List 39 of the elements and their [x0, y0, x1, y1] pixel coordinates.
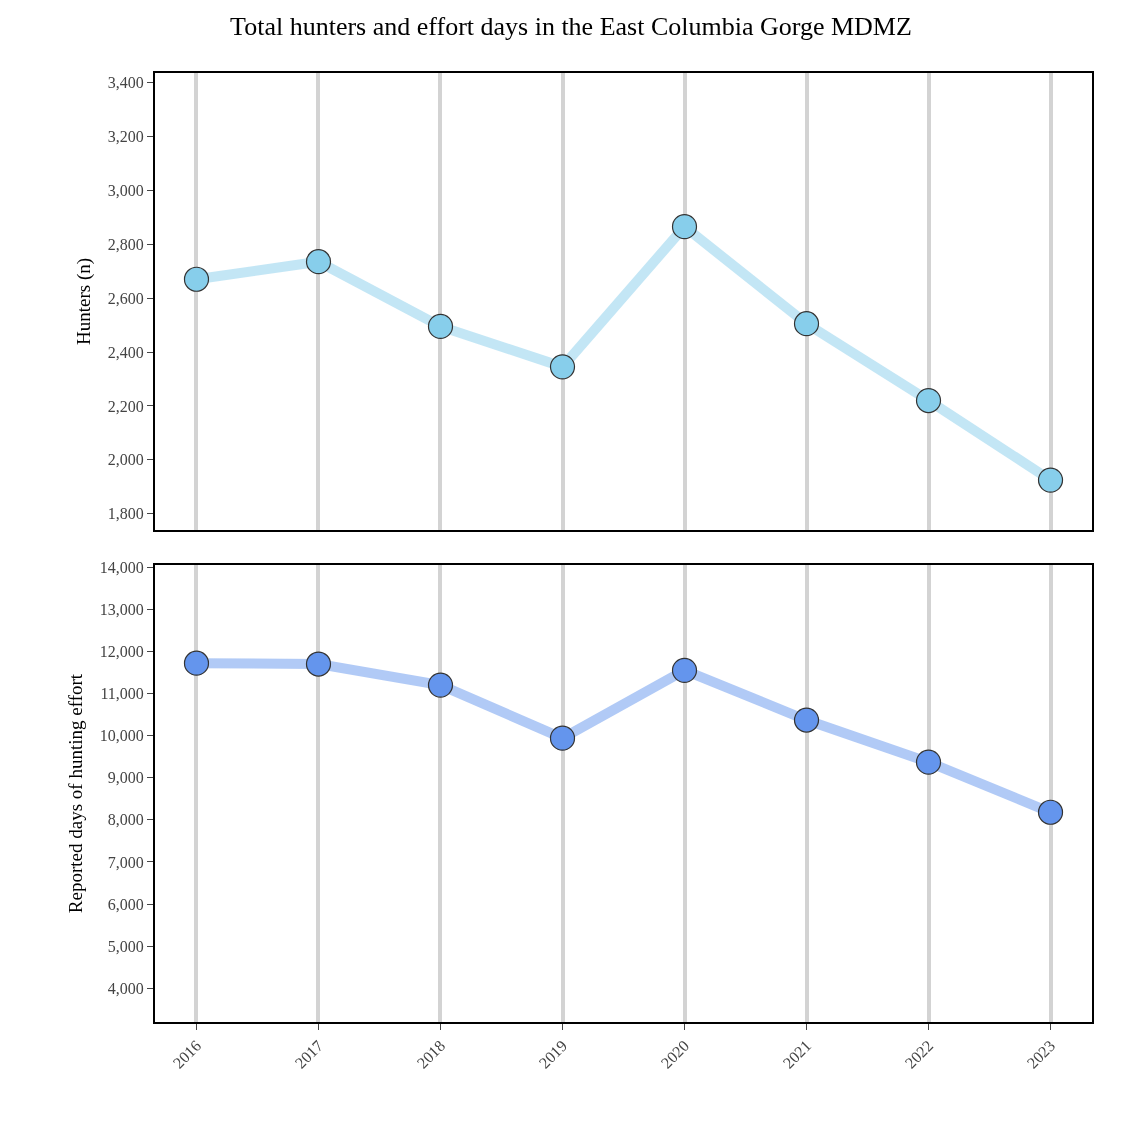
y-tick-label: 2,200 [107, 397, 144, 415]
y-tick-label: 12,000 [99, 642, 144, 660]
point [671, 214, 698, 240]
point [793, 707, 820, 733]
point [793, 311, 820, 337]
y-axis-title: Reported days of hunting effort [65, 673, 87, 914]
point [1037, 467, 1064, 493]
y-tick-label: 3,000 [107, 181, 144, 199]
y-tick-label: 1,800 [107, 505, 144, 523]
y-tick-label: 14,000 [99, 558, 144, 576]
point [549, 354, 576, 380]
y-tick-label: 13,000 [99, 600, 144, 618]
y-tick-label: 2,400 [107, 343, 144, 361]
point [427, 672, 454, 698]
point [305, 249, 332, 275]
y-tick-label: 7,000 [107, 853, 144, 871]
point [427, 313, 454, 339]
point [549, 725, 576, 751]
point [1037, 799, 1064, 825]
y-tick-label: 10,000 [99, 727, 144, 745]
point [915, 387, 942, 414]
y-tick-label: 4,000 [107, 979, 144, 997]
chart-title: Total hunters and effort days in the East Columbia Gorge MDMZ [230, 12, 912, 42]
y-tick-label: 11,000 [100, 685, 144, 703]
y-tick-label: 3,400 [107, 74, 144, 92]
y-tick-label: 5,000 [107, 937, 144, 955]
y-tick-label: 2,600 [107, 289, 144, 307]
point [671, 657, 698, 683]
y-tick-label: 6,000 [107, 895, 144, 913]
point [305, 651, 332, 677]
point [915, 749, 942, 775]
y-tick-label: 8,000 [107, 811, 144, 829]
point [183, 650, 210, 676]
y-tick-label: 9,000 [107, 769, 144, 787]
y-tick-label: 2,800 [107, 235, 144, 253]
y-axis-title: Hunters (n) [73, 257, 96, 345]
y-tick-label: 3,200 [107, 127, 144, 145]
point [183, 266, 210, 292]
y-tick-label: 2,000 [107, 451, 144, 469]
